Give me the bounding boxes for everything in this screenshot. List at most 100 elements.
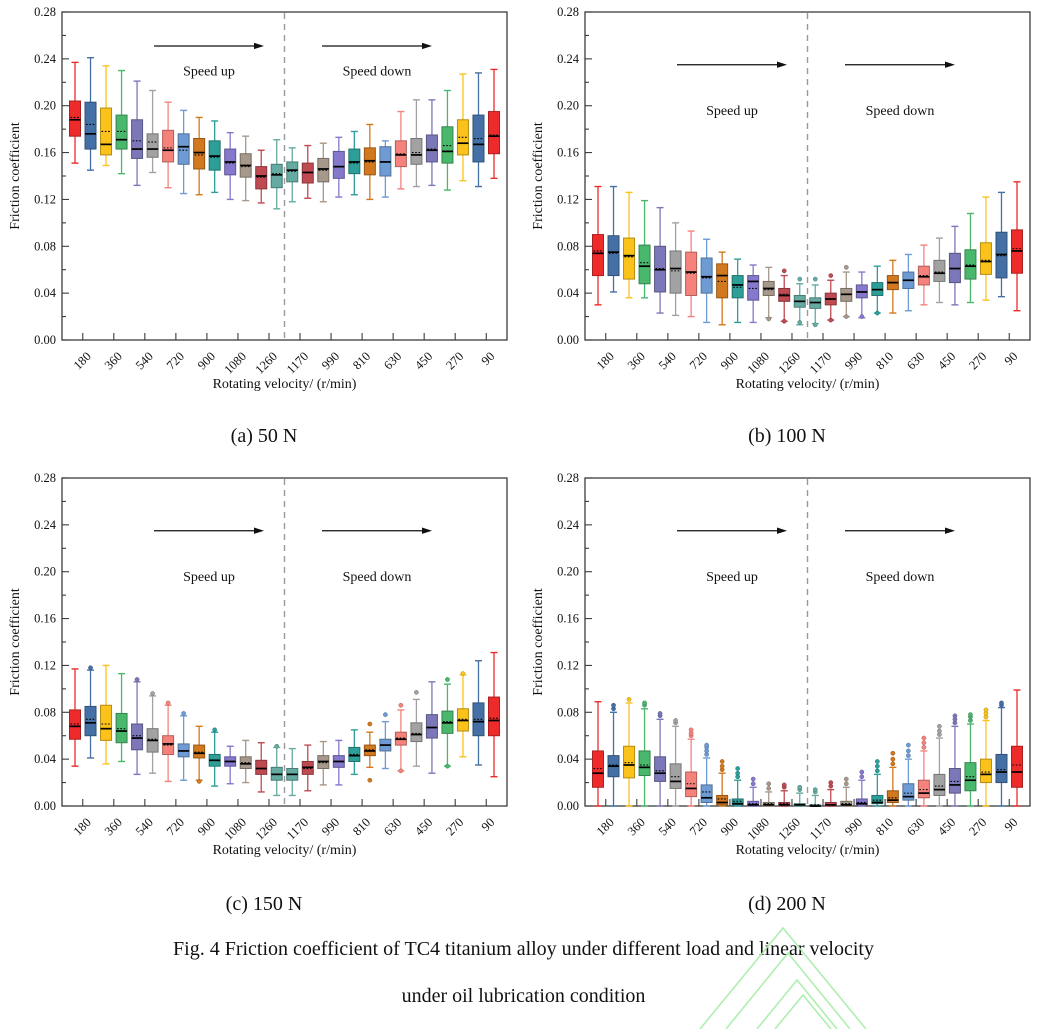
svg-text:180: 180 — [71, 815, 94, 838]
svg-text:1260: 1260 — [776, 349, 804, 377]
svg-text:1260: 1260 — [253, 815, 281, 843]
svg-text:0.16: 0.16 — [34, 612, 56, 626]
svg-text:1080: 1080 — [221, 815, 249, 843]
svg-text:1260: 1260 — [776, 815, 804, 843]
svg-text:450: 450 — [412, 815, 435, 838]
svg-text:0.04: 0.04 — [34, 286, 57, 300]
svg-text:0.24: 0.24 — [557, 52, 580, 66]
svg-text:0.08: 0.08 — [34, 239, 56, 253]
svg-text:630: 630 — [904, 815, 927, 838]
svg-text:0.00: 0.00 — [557, 799, 579, 813]
svg-text:450: 450 — [935, 815, 958, 838]
svg-text:0.16: 0.16 — [557, 146, 579, 160]
svg-text:720: 720 — [164, 349, 187, 372]
svg-text:360: 360 — [102, 349, 125, 372]
svg-text:0.28: 0.28 — [557, 5, 579, 19]
svg-text:0.00: 0.00 — [34, 799, 56, 813]
svg-text:Speed up: Speed up — [183, 64, 235, 79]
svg-text:810: 810 — [350, 815, 373, 838]
svg-text:630: 630 — [904, 349, 927, 372]
svg-text:Rotating velocity/ (r/min): Rotating velocity/ (r/min) — [736, 843, 880, 858]
svg-text:0.28: 0.28 — [34, 471, 56, 485]
svg-text:270: 270 — [443, 815, 466, 838]
svg-text:180: 180 — [594, 815, 617, 838]
svg-text:180: 180 — [594, 349, 617, 372]
panel-caption-d: (d) 200 N — [748, 893, 826, 915]
svg-text:Speed down: Speed down — [866, 570, 935, 585]
svg-text:990: 990 — [842, 349, 865, 372]
svg-text:90: 90 — [1002, 815, 1021, 834]
svg-text:0.12: 0.12 — [557, 192, 579, 206]
svg-text:0.20: 0.20 — [557, 565, 579, 579]
svg-text:1080: 1080 — [744, 815, 772, 843]
svg-text:Speed down: Speed down — [343, 64, 412, 79]
svg-text:Friction coefficient: Friction coefficient — [8, 122, 23, 230]
svg-text:0.20: 0.20 — [557, 99, 579, 113]
svg-text:0.12: 0.12 — [34, 192, 56, 206]
figure-caption-line1: Fig. 4 Friction coefficient of TC4 titan… — [173, 938, 874, 960]
svg-text:0.16: 0.16 — [34, 146, 56, 160]
svg-text:900: 900 — [718, 349, 741, 372]
svg-text:0.12: 0.12 — [34, 658, 56, 672]
svg-text:Rotating velocity/ (r/min): Rotating velocity/ (r/min) — [213, 377, 357, 392]
svg-text:990: 990 — [319, 349, 342, 372]
svg-text:720: 720 — [687, 815, 710, 838]
svg-text:0.00: 0.00 — [34, 333, 56, 347]
svg-text:0.28: 0.28 — [34, 5, 56, 19]
svg-text:Friction coefficient: Friction coefficient — [531, 588, 546, 696]
svg-text:1080: 1080 — [221, 349, 249, 377]
svg-text:0.24: 0.24 — [34, 52, 57, 66]
svg-text:450: 450 — [412, 349, 435, 372]
svg-text:1170: 1170 — [284, 815, 311, 842]
svg-text:Speed down: Speed down — [866, 104, 935, 119]
svg-text:360: 360 — [625, 349, 648, 372]
panel-caption-c: (c) 150 N — [225, 893, 303, 915]
svg-text:0.12: 0.12 — [557, 658, 579, 672]
watermark-logo — [699, 926, 867, 1029]
svg-text:270: 270 — [966, 349, 989, 372]
svg-text:Speed up: Speed up — [706, 104, 758, 119]
svg-text:0.20: 0.20 — [34, 99, 56, 113]
svg-text:990: 990 — [842, 815, 865, 838]
svg-text:450: 450 — [935, 349, 958, 372]
boxplot-panel-100N: 0.00 0.04 0.08 0.12 0.16 0.20 0.24 0.28 180 360 54… — [531, 5, 1031, 392]
svg-text:360: 360 — [102, 815, 125, 838]
svg-text:Speed up: Speed up — [183, 570, 235, 585]
svg-text:810: 810 — [873, 815, 896, 838]
svg-text:1170: 1170 — [807, 815, 834, 842]
svg-text:1170: 1170 — [284, 349, 311, 376]
svg-text:Rotating velocity/ (r/min): Rotating velocity/ (r/min) — [213, 843, 357, 858]
svg-text:270: 270 — [443, 349, 466, 372]
panel-caption-b: (b) 100 N — [748, 425, 826, 447]
boxplot-panel-50N: 0.00 0.04 0.08 0.12 0.16 0.20 0.24 0.28 180 360 54… — [8, 5, 508, 392]
svg-text:0.08: 0.08 — [34, 705, 56, 719]
svg-text:540: 540 — [656, 815, 679, 838]
boxplot-panel-150N: 0.00 0.04 0.08 0.12 0.16 0.20 0.24 0.28 180 360 54… — [8, 471, 508, 858]
svg-text:1080: 1080 — [744, 349, 772, 377]
svg-text:900: 900 — [718, 815, 741, 838]
svg-text:90: 90 — [479, 349, 498, 368]
svg-text:360: 360 — [625, 815, 648, 838]
svg-text:0.16: 0.16 — [557, 612, 579, 626]
svg-text:540: 540 — [656, 349, 679, 372]
svg-text:720: 720 — [687, 349, 710, 372]
svg-text:0.08: 0.08 — [557, 705, 579, 719]
svg-text:90: 90 — [1002, 349, 1021, 368]
svg-text:540: 540 — [133, 349, 156, 372]
svg-text:Friction coefficient: Friction coefficient — [8, 588, 23, 696]
svg-text:Friction coefficient: Friction coefficient — [531, 122, 546, 230]
boxplot-panel-200N: 0.00 0.04 0.08 0.12 0.16 0.20 0.24 0.28 180 360 54… — [531, 471, 1031, 858]
svg-text:1170: 1170 — [807, 349, 834, 376]
svg-text:270: 270 — [966, 815, 989, 838]
svg-text:0.08: 0.08 — [557, 239, 579, 253]
svg-text:0.04: 0.04 — [34, 752, 57, 766]
svg-text:Speed up: Speed up — [706, 570, 758, 585]
figure-caption-line2: under oil lubrication condition — [401, 985, 646, 1007]
svg-text:0.20: 0.20 — [34, 565, 56, 579]
svg-text:0.28: 0.28 — [557, 471, 579, 485]
svg-text:0.24: 0.24 — [557, 518, 580, 532]
svg-text:990: 990 — [319, 815, 342, 838]
svg-text:810: 810 — [873, 349, 896, 372]
svg-text:810: 810 — [350, 349, 373, 372]
